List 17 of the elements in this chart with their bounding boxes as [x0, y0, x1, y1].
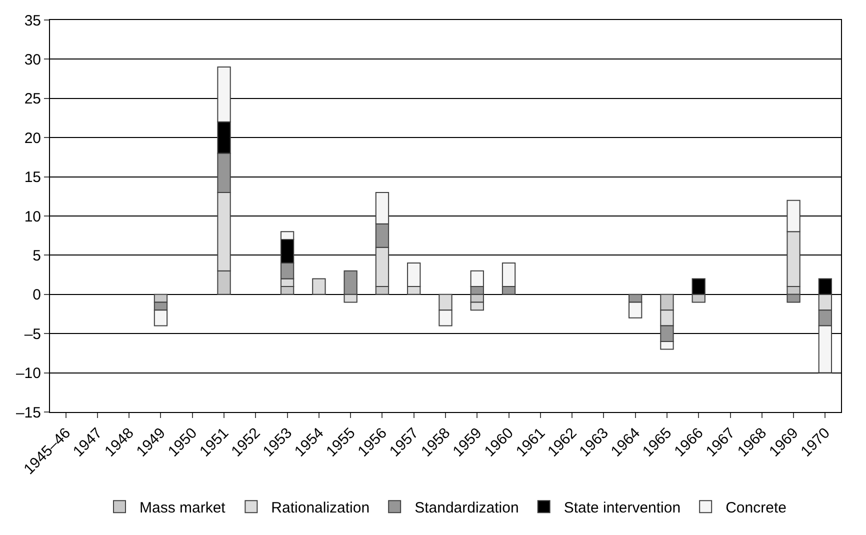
- legend-label: Mass market: [140, 500, 226, 516]
- y-tick-label: 15: [24, 169, 41, 186]
- y-tick-label: –5: [24, 326, 41, 343]
- y-tick-label: 25: [24, 90, 41, 108]
- bar: [312, 278, 326, 295]
- legend-label: State intervention: [564, 500, 681, 516]
- y-tick-label: 30: [24, 51, 41, 68]
- y-tick-label: 0: [32, 286, 41, 304]
- y-tick-label: 35: [24, 12, 41, 30]
- y-tick-label: 5: [32, 247, 41, 264]
- y-tick-label: 10: [24, 208, 41, 226]
- legend-label: Concrete: [726, 500, 786, 516]
- legend-label: Standardization: [414, 500, 519, 516]
- y-tick-label: –10: [16, 365, 41, 382]
- legend-label: Rationalization: [271, 500, 370, 516]
- y-tick-label: –15: [16, 404, 41, 422]
- y-tick-label: 20: [24, 130, 41, 147]
